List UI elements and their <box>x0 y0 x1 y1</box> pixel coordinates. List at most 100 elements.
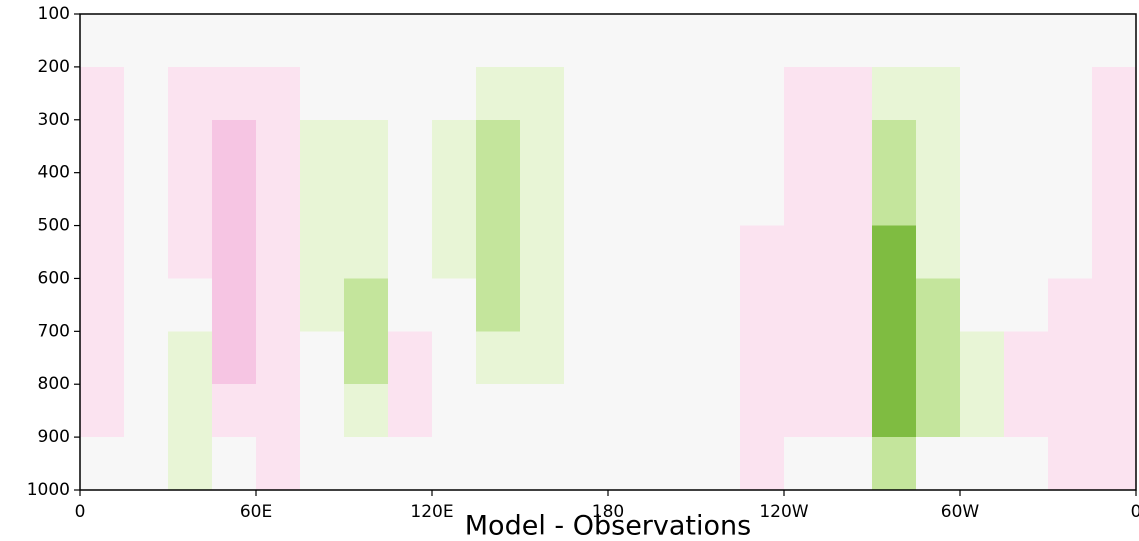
contour-cell <box>872 278 917 332</box>
x-tick-label: 0 <box>75 502 86 522</box>
contour-cell <box>564 225 609 280</box>
contour-cell <box>212 119 257 174</box>
contour-cell <box>916 14 961 68</box>
contour-cell <box>652 172 697 227</box>
y-tick-label: 700 <box>38 321 70 341</box>
contour-cell <box>652 225 697 280</box>
contour-cell <box>124 172 169 227</box>
contour-cell <box>784 437 829 491</box>
contour-cell <box>828 14 873 68</box>
contour-cell <box>80 331 125 385</box>
contour-cell <box>300 331 345 385</box>
contour-cell <box>960 119 1005 174</box>
contour-cell <box>740 225 785 280</box>
contour-cell <box>168 384 213 438</box>
contour-cell <box>344 119 389 174</box>
y-tick-label: 300 <box>38 110 70 130</box>
contour-cell <box>256 119 301 174</box>
x-tick-label: 180 <box>592 502 624 522</box>
contour-cell <box>564 66 609 121</box>
contour-cell <box>388 225 433 280</box>
contour-cell <box>828 119 873 174</box>
contour-cell <box>432 225 477 280</box>
contour-cell <box>300 225 345 280</box>
contour-cell <box>960 278 1005 332</box>
contour-cell <box>608 119 653 174</box>
contour-cell <box>476 172 521 227</box>
contour-cell <box>300 278 345 332</box>
contour-cell <box>652 437 697 491</box>
y-tick-label: 100 <box>38 4 70 24</box>
contour-cell <box>696 119 741 174</box>
contour-cell <box>344 225 389 280</box>
contour-cell <box>1004 172 1049 227</box>
contour-cell <box>1048 225 1093 280</box>
contour-cell <box>564 172 609 227</box>
contour-cell <box>256 437 301 491</box>
contour-cell <box>80 437 125 491</box>
contour-cell <box>916 331 961 385</box>
contour-cell <box>784 384 829 438</box>
contour-cell <box>916 225 961 280</box>
contour-cell <box>696 384 741 438</box>
contour-cell <box>1092 172 1137 227</box>
y-tick-label: 500 <box>38 216 70 236</box>
contour-cell <box>784 278 829 332</box>
contour-cell <box>872 14 917 68</box>
contour-cell <box>696 278 741 332</box>
contour-cell <box>608 278 653 332</box>
contour-cell <box>520 278 565 332</box>
contour-cell <box>608 14 653 68</box>
contour-cell <box>520 66 565 121</box>
contour-cell <box>872 384 917 438</box>
contour-cell <box>784 14 829 68</box>
contour-cell <box>1048 119 1093 174</box>
contour-cell <box>168 119 213 174</box>
contour-cell <box>1092 119 1137 174</box>
contour-cell <box>520 119 565 174</box>
contour-cell <box>476 66 521 121</box>
contour-cell <box>476 225 521 280</box>
contour-cell <box>872 172 917 227</box>
contour-cell <box>168 172 213 227</box>
contour-cell <box>652 384 697 438</box>
contour-cell <box>740 172 785 227</box>
contour-cell <box>828 225 873 280</box>
contour-cell <box>388 172 433 227</box>
contour-cell <box>1004 278 1049 332</box>
x-tick-label: 120W <box>759 502 808 522</box>
contour-cell <box>168 14 213 68</box>
contour-cell <box>872 66 917 121</box>
x-tick-label: 0 <box>1131 502 1139 522</box>
contour-cell <box>784 119 829 174</box>
contour-cell <box>80 225 125 280</box>
contour-cell <box>960 172 1005 227</box>
contour-cell <box>256 66 301 121</box>
contour-cell <box>872 331 917 385</box>
contour-cell <box>1092 331 1137 385</box>
contour-cell <box>828 278 873 332</box>
contour-cell <box>212 384 257 438</box>
contour-cell <box>300 172 345 227</box>
contour-cell <box>696 172 741 227</box>
contour-cell <box>168 331 213 385</box>
contour-cell <box>212 437 257 491</box>
contour-cell <box>1004 437 1049 491</box>
contour-cell <box>696 331 741 385</box>
contour-cell <box>432 331 477 385</box>
contour-cell <box>80 66 125 121</box>
contour-cell <box>388 119 433 174</box>
contour-cell <box>960 331 1005 385</box>
contour-cell <box>1092 384 1137 438</box>
y-tick-label: 200 <box>38 57 70 77</box>
contour-cell <box>256 225 301 280</box>
contour-cell <box>124 278 169 332</box>
contour-cell <box>520 437 565 491</box>
contour-cell <box>916 437 961 491</box>
contour-cell <box>168 278 213 332</box>
contour-cell <box>388 331 433 385</box>
contour-cell <box>960 66 1005 121</box>
contour-cell <box>212 14 257 68</box>
contour-cell <box>608 331 653 385</box>
contour-cell <box>432 172 477 227</box>
